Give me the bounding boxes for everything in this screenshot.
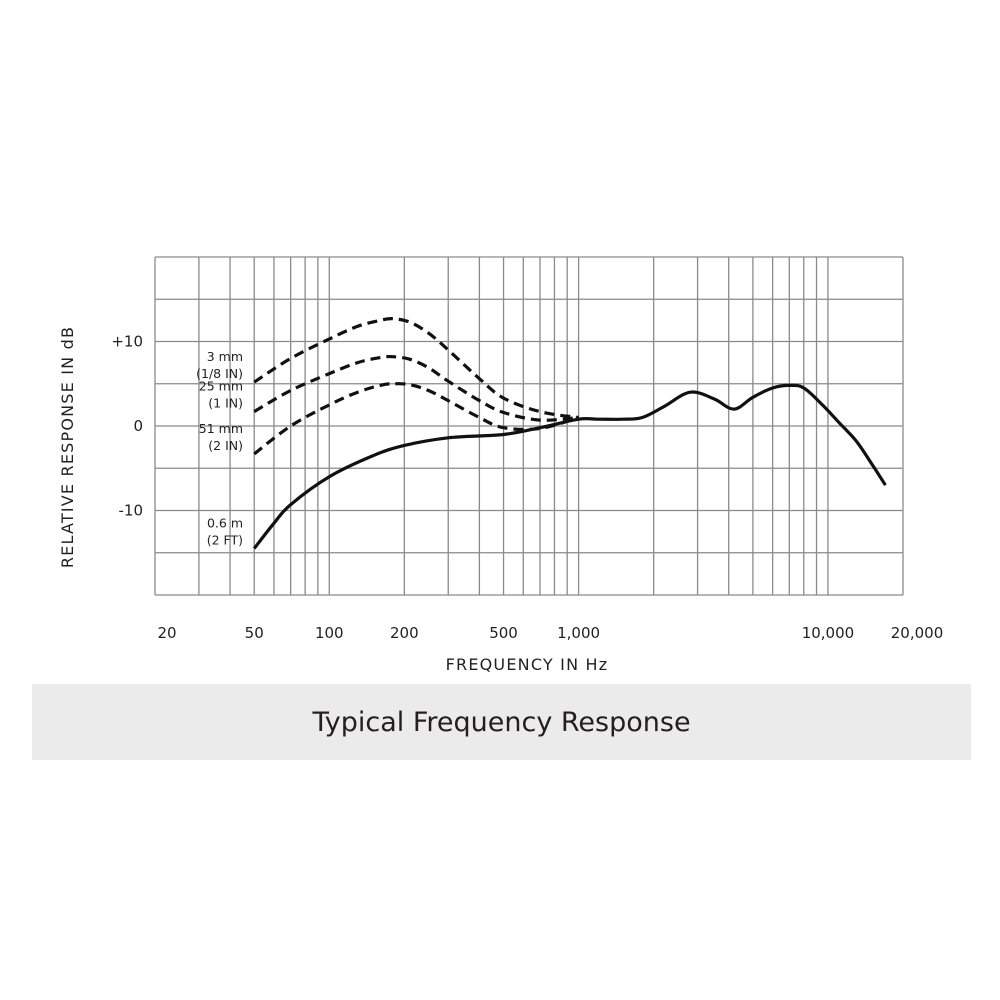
- x-tick-label: 100: [315, 624, 344, 642]
- series-label-line: 0.6 m: [207, 516, 243, 531]
- series-label-line: (1/8 IN): [196, 366, 243, 381]
- x-axis-title: FREQUENCY IN Hz: [446, 655, 609, 674]
- series-line-1: [253, 354, 579, 422]
- y-axis-tick-labels: +10 0 -10: [111, 333, 143, 520]
- series-label-line: (2 IN): [208, 438, 243, 453]
- series-label-3: 0.6 m (2 FT): [207, 516, 243, 548]
- x-tick-label: 500: [489, 624, 518, 642]
- series-label-1: 25 mm (1 IN): [199, 379, 243, 411]
- x-tick-label: 1,000: [557, 624, 600, 642]
- series-labels: 3 mm (1/8 IN)25 mm (1 IN) 51 mm (2 IN) 0.6 m (…: [196, 349, 243, 547]
- frequency-response-chart: 20 50 100 200 500 1,000 10,000 20,000 +10 0 -10 3…: [58, 256, 943, 674]
- series-line-0: [253, 317, 579, 420]
- chart-caption: Typical Frequency Response: [312, 706, 691, 738]
- y-tick-label: +10: [111, 333, 143, 351]
- series-label-line: 3 mm: [207, 349, 243, 364]
- x-tick-label: 50: [245, 624, 264, 642]
- x-tick-label: 20,000: [891, 624, 944, 642]
- series-label-line: 51 mm: [199, 421, 243, 436]
- series-label-0: 3 mm (1/8 IN): [196, 349, 243, 381]
- series-label-line: (2 FT): [207, 533, 243, 548]
- x-tick-label: 200: [390, 624, 419, 642]
- x-axis-tick-labels: 20 50 100 200 500 1,000 10,000 20,000: [157, 624, 943, 642]
- y-axis-title: RELATIVE RESPONSE IN dB: [58, 326, 77, 568]
- caption-band: Typical Frequency Response: [32, 684, 971, 760]
- series-line-3: [252, 383, 887, 550]
- x-tick-label: 10,000: [802, 624, 855, 642]
- y-tick-label: 0: [133, 417, 143, 435]
- chart-grid: [154, 256, 904, 596]
- x-tick-label: 20: [157, 624, 176, 642]
- series-label-2: 51 mm (2 IN): [199, 421, 243, 453]
- y-tick-label: -10: [119, 502, 144, 520]
- series-label-line: (1 IN): [208, 396, 243, 411]
- chart-curves: [252, 317, 887, 550]
- series-label-line: 25 mm: [199, 379, 243, 394]
- series-line-2: [253, 382, 580, 456]
